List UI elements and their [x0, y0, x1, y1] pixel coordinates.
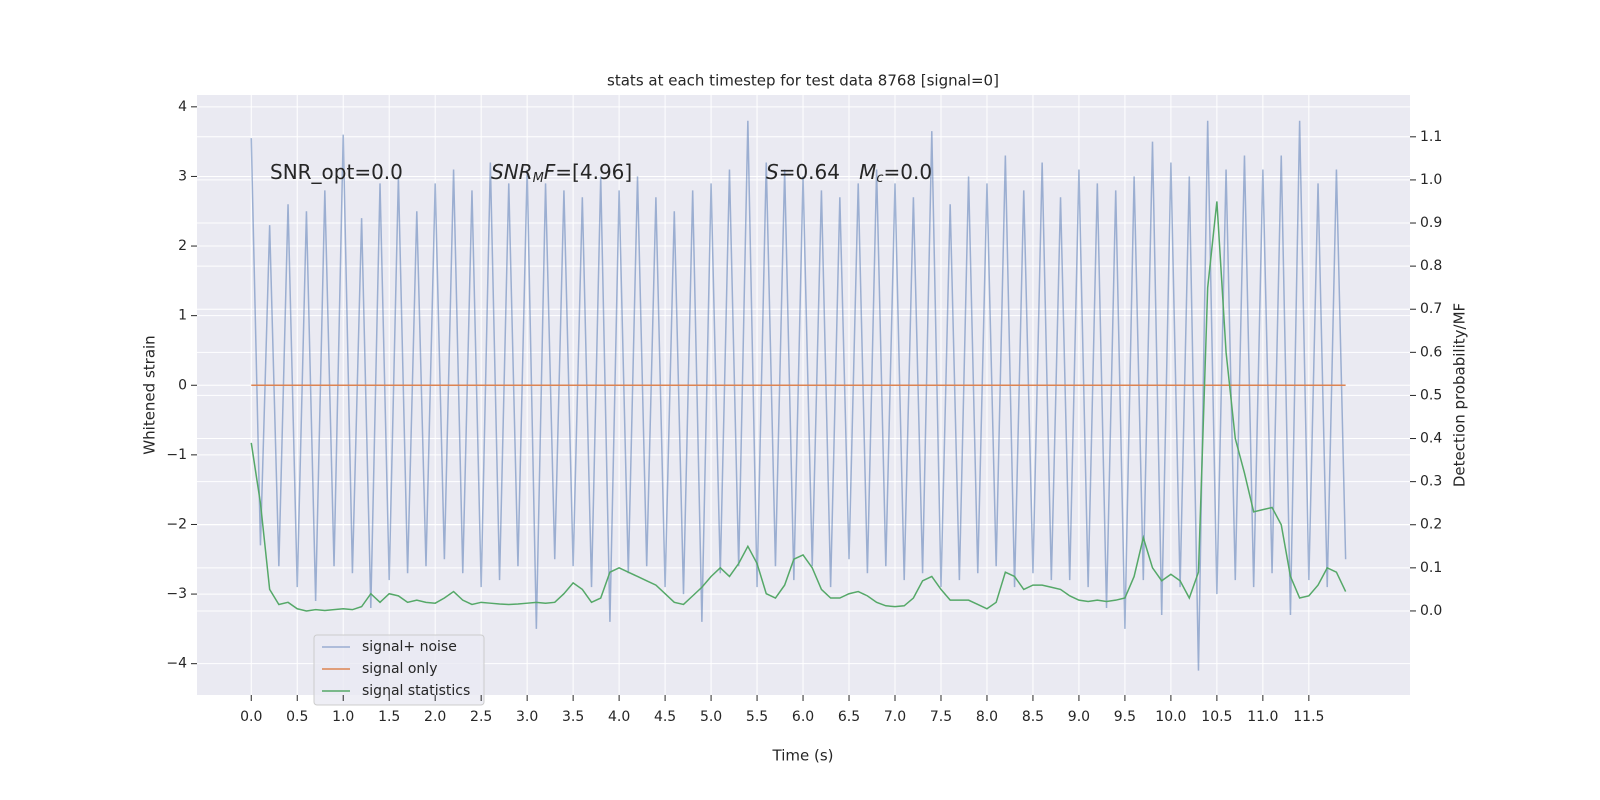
legend-label: signal+ noise	[362, 639, 457, 655]
y2-tick-label: 0.8	[1420, 258, 1442, 274]
annotation: SNRMF=[4.96]	[491, 160, 632, 186]
x-tick-label: 2.5	[470, 709, 492, 725]
y2-tick-label: 0.6	[1420, 344, 1442, 360]
y-tick-label: −1	[166, 447, 187, 463]
y2-tick-label: 0.9	[1420, 215, 1442, 231]
legend-label: signal only	[362, 661, 437, 677]
y2-axis-label: Detection probability/MF	[1451, 303, 1469, 487]
annotation-part: c	[876, 171, 883, 186]
annotation-part: F	[544, 160, 556, 184]
annotation-part: =0.0	[884, 160, 933, 184]
y2-tick-label: 0.1	[1420, 560, 1442, 576]
series-line	[250, 120, 1347, 671]
y2-tick-label: 0.5	[1420, 387, 1442, 403]
y2-tick-label: 1.1	[1420, 129, 1442, 145]
x-tick-label: 3.5	[562, 709, 584, 725]
x-tick-label: 9.5	[1114, 709, 1136, 725]
annotation: S=0.64 Mc=0.0	[766, 160, 932, 186]
y2-tick-label: 1.0	[1420, 172, 1442, 188]
y-axis-label: Whitened strain	[141, 335, 159, 454]
x-tick-label: 7.5	[930, 709, 952, 725]
x-tick-label: 5.0	[700, 709, 722, 725]
annotation-part: =[4.96]	[555, 160, 632, 184]
x-tick-label: 10.0	[1155, 709, 1186, 725]
x-tick-label: 2.0	[424, 709, 446, 725]
x-tick-label: 7.0	[884, 709, 906, 725]
y-tick-label: 2	[178, 238, 187, 254]
y-tick-label: −3	[166, 586, 187, 602]
series-line	[250, 201, 1347, 612]
y2-tick-label: 0.7	[1420, 301, 1442, 317]
annotation-part: M	[533, 171, 544, 186]
annotation-part: M	[859, 160, 876, 184]
y-tick-label: 3	[178, 168, 187, 184]
x-tick-label: 8.5	[1022, 709, 1044, 725]
y2-tick-label: 0.3	[1420, 474, 1442, 490]
annotation-part: SNR_opt=0.0	[270, 160, 403, 184]
x-axis-label: Time (s)	[772, 747, 834, 765]
x-tick-label: 10.5	[1201, 709, 1232, 725]
chart-title: stats at each timestep for test data 876…	[607, 72, 999, 90]
x-tick-label: 9.0	[1068, 709, 1090, 725]
x-tick-label: 4.5	[654, 709, 676, 725]
annotation: SNR_opt=0.0	[270, 160, 403, 184]
x-tick-label: 5.5	[746, 709, 768, 725]
y-tick-label: 1	[178, 308, 187, 324]
y2-tick-label: 0.0	[1420, 603, 1442, 619]
y-tick-label: −2	[166, 516, 187, 532]
annotation-part: =0.64	[779, 160, 859, 184]
x-tick-label: 11.5	[1293, 709, 1324, 725]
x-tick-label: 1.5	[378, 709, 400, 725]
annotation-part: S	[766, 160, 779, 184]
x-tick-label: 6.0	[792, 709, 814, 725]
x-tick-label: 11.0	[1247, 709, 1278, 725]
y-tick-label: 0	[178, 377, 187, 393]
x-tick-label: 8.0	[976, 709, 998, 725]
x-tick-label: 1.0	[332, 709, 354, 725]
y-tick-label: −4	[166, 656, 187, 672]
x-tick-label: 3.0	[516, 709, 538, 725]
x-tick-label: 4.0	[608, 709, 630, 725]
y-tick-label: 4	[178, 99, 187, 115]
y2-tick-label: 0.4	[1420, 431, 1442, 447]
x-tick-label: 0.5	[286, 709, 308, 725]
y2-tick-label: 0.2	[1420, 517, 1442, 533]
annotation-part: SNR	[491, 160, 533, 184]
x-tick-label: 6.5	[838, 709, 860, 725]
legend-box	[313, 634, 485, 706]
x-tick-label: 0.0	[240, 709, 262, 725]
legend-label: signal statistics	[362, 683, 470, 699]
